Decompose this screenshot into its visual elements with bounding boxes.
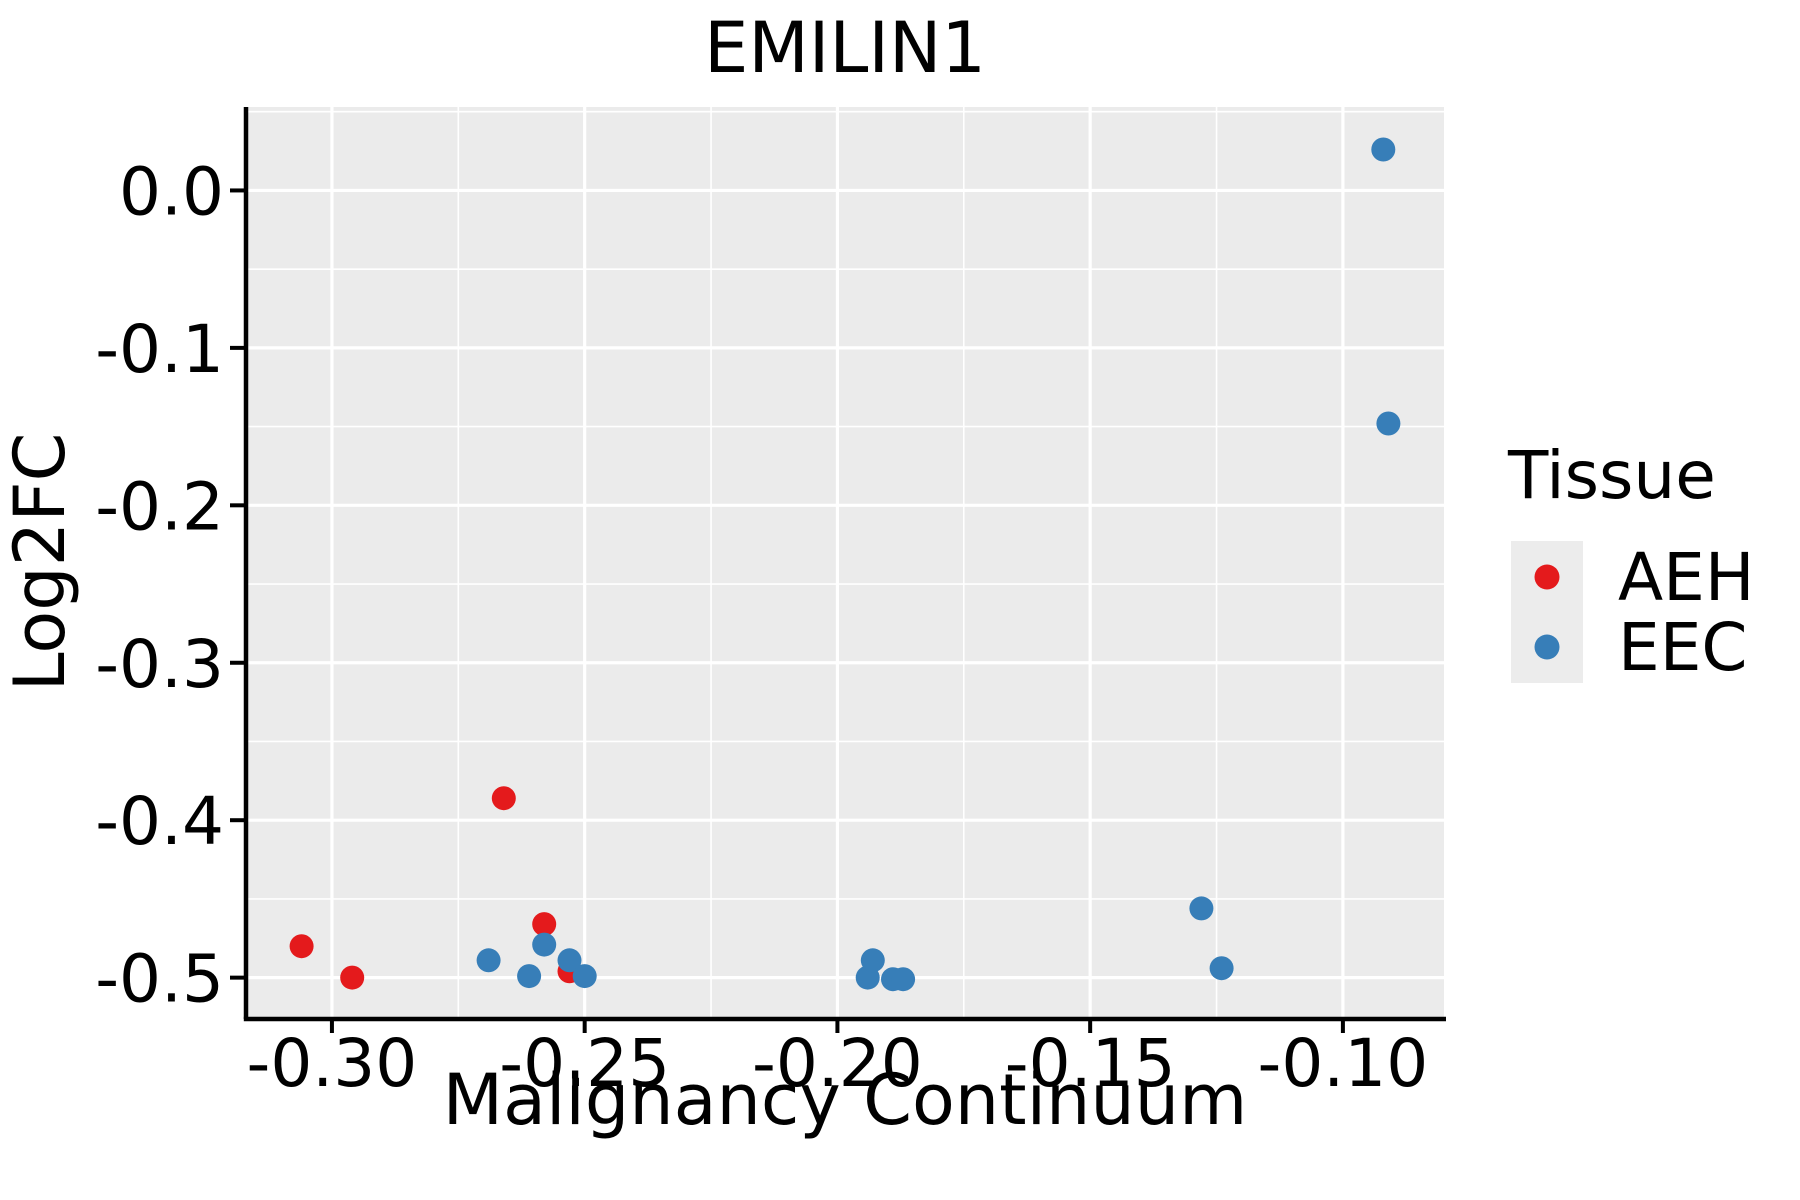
x-tick-label: -0.25 (499, 1025, 670, 1102)
y-tick-label: 0.0 (119, 153, 224, 230)
legend-label-eec: EEC (1618, 609, 1748, 686)
data-point-eec (532, 932, 557, 957)
x-tick-label: -0.20 (752, 1025, 923, 1102)
y-tick-label: -0.1 (95, 311, 224, 388)
x-tick-label: -0.10 (1258, 1025, 1429, 1102)
legend-dot-aeh (1534, 564, 1560, 590)
data-point-eec (572, 964, 597, 989)
data-point-eec (557, 948, 582, 973)
data-point-eec (517, 964, 542, 989)
y-tick-label: -0.2 (95, 468, 224, 545)
data-point-aeh (289, 934, 314, 959)
x-tick-label: -0.30 (247, 1025, 418, 1102)
data-point-aeh (491, 786, 516, 811)
data-point-eec (1376, 411, 1401, 436)
y-tick-label: -0.5 (95, 941, 224, 1018)
minor-gridlines (246, 107, 1444, 1017)
data-point-aeh (340, 965, 365, 990)
axis-ticks (230, 188, 1345, 1033)
panel-background (246, 107, 1444, 1017)
data-point-eec (1371, 137, 1396, 162)
data-point-aeh (532, 912, 557, 937)
legend-key-background (1511, 541, 1583, 683)
major-gridlines (246, 107, 1444, 1017)
x-tick-label: -0.15 (1005, 1025, 1176, 1102)
legend-label-aeh: AEH (1618, 539, 1754, 616)
data-point-eec (1189, 896, 1214, 921)
data-points (289, 137, 1401, 992)
legend-title: Tissue (1507, 437, 1716, 514)
chart-title: EMILIN1 (704, 7, 986, 89)
y-tick-label: -0.4 (95, 783, 224, 860)
x-axis-title: Malignancy Continuum (443, 1059, 1248, 1141)
y-axis-title: Log2FC (0, 433, 81, 692)
data-point-eec (860, 948, 885, 973)
legend: Tissue AEH EEC (1507, 437, 1754, 686)
axis-tick-labels: -0.30 -0.25 -0.20 -0.15 -0.10 0.0 -0.1 -0.2 -0.3… (95, 153, 1428, 1102)
data-point-eec (476, 948, 501, 973)
y-tick-label: -0.3 (95, 626, 224, 703)
legend-dot-eec (1534, 634, 1560, 660)
data-point-eec (891, 967, 916, 992)
data-point-eec (1209, 956, 1234, 981)
